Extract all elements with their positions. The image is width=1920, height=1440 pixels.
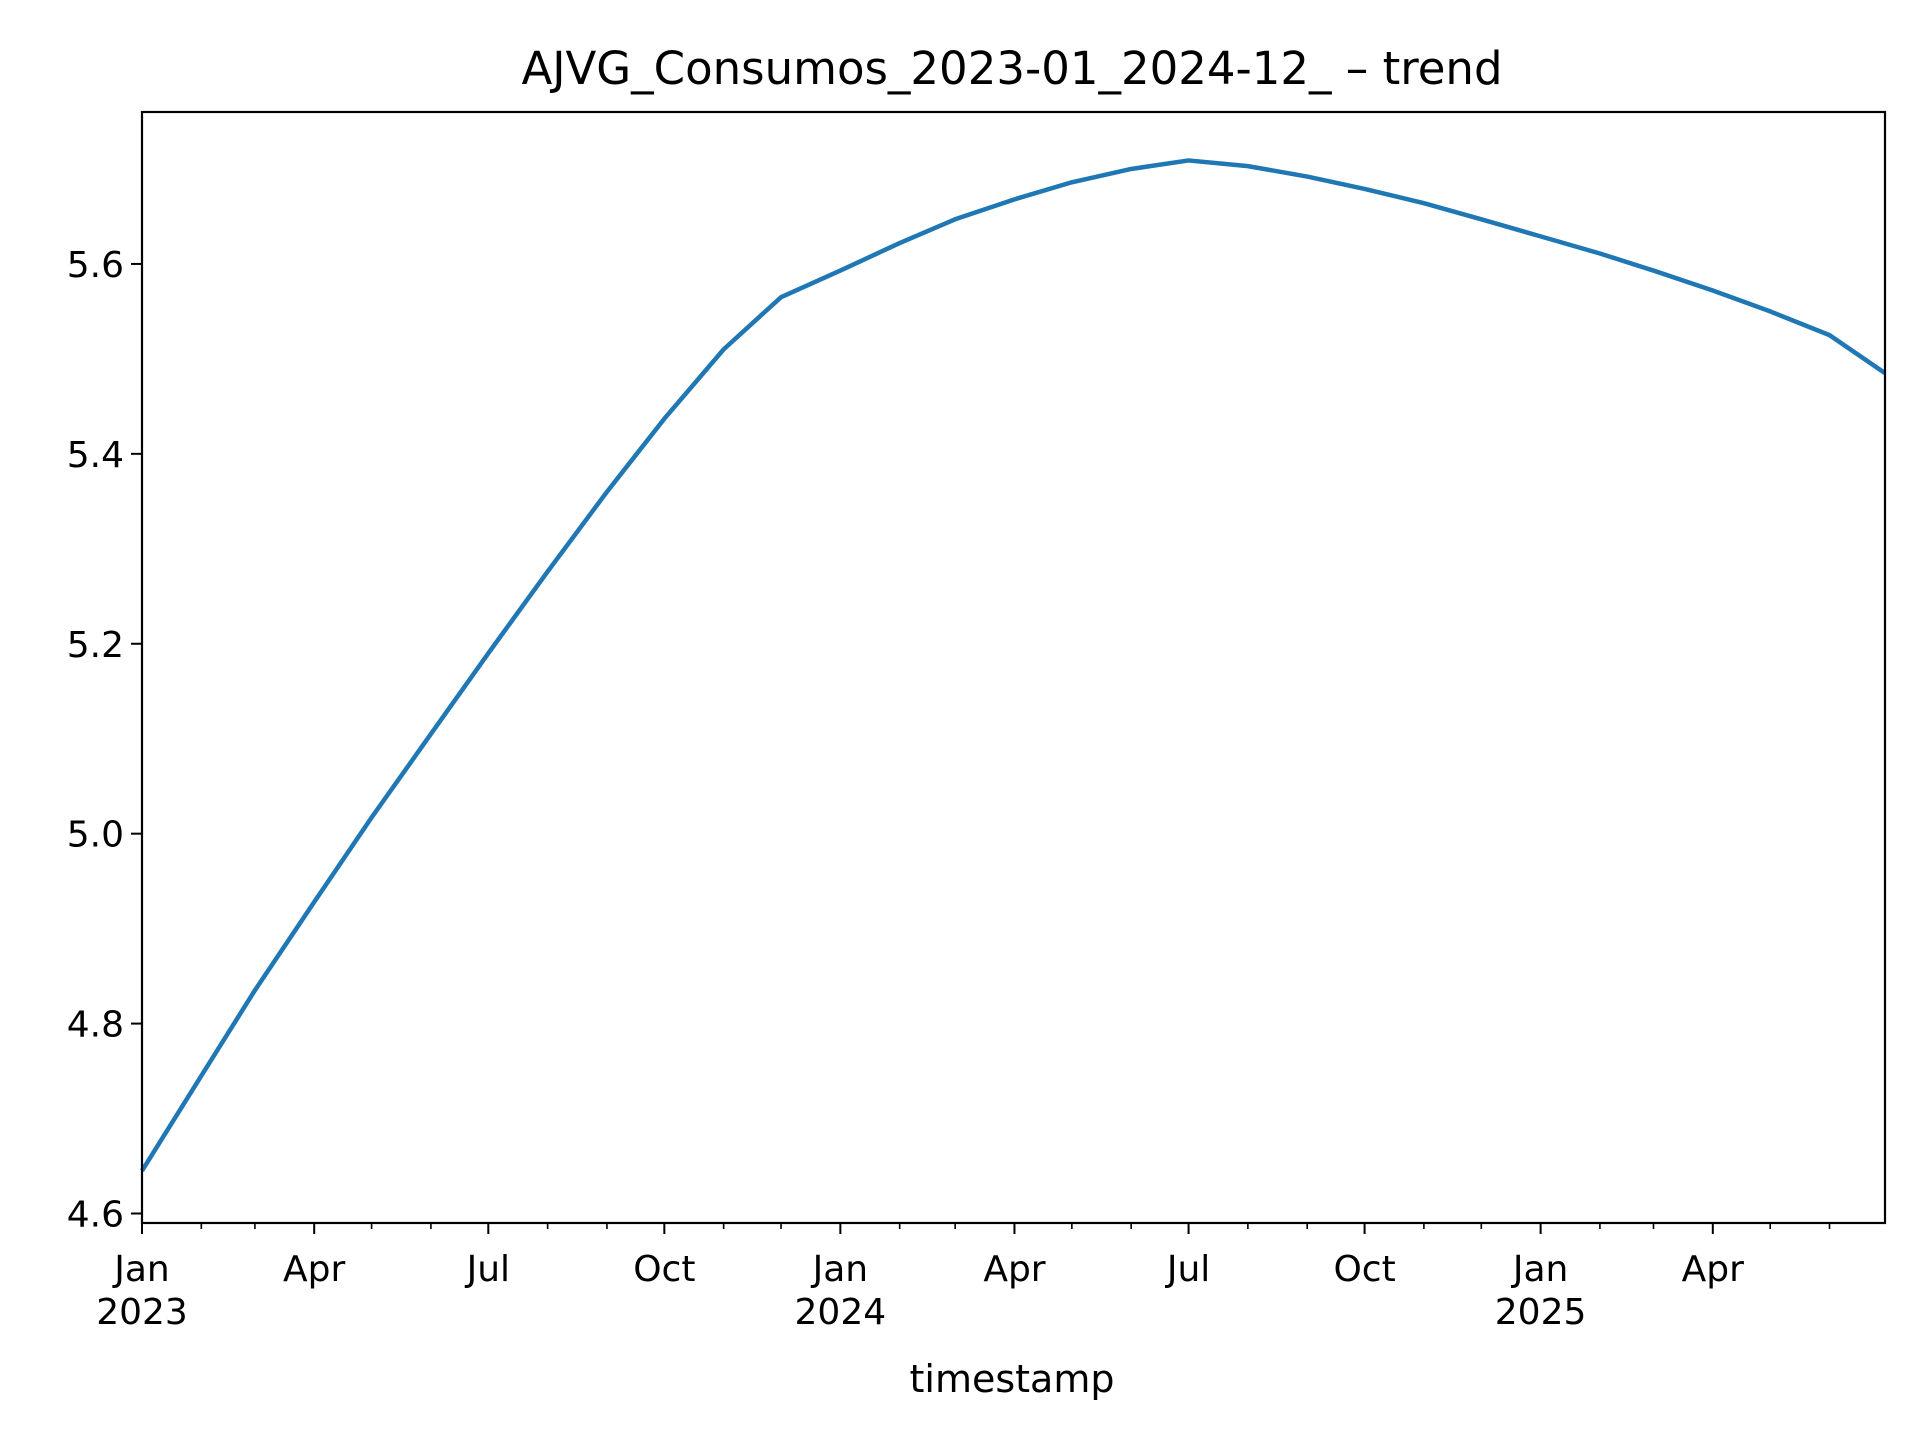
x-tick-year-label: 2023 (96, 1292, 188, 1333)
x-tick-year-label: 2024 (795, 1292, 887, 1333)
x-tick-label: Jan (1511, 1249, 1569, 1290)
x-tick-year-label: 2025 (1495, 1292, 1587, 1333)
y-tick-label: 5.2 (67, 625, 124, 666)
y-tick-label: 4.8 (67, 1005, 124, 1046)
x-tick-label: Jan (811, 1249, 869, 1290)
y-tick-label: 4.6 (67, 1195, 124, 1236)
x-tick-label: Jul (1165, 1249, 1210, 1290)
y-tick-label: 5.0 (67, 815, 124, 856)
x-tick-label: Jul (465, 1249, 510, 1290)
x-tick-label: Apr (983, 1249, 1045, 1290)
plot-area (140, 158, 1887, 1172)
x-axis-title: timestamp (910, 1357, 1115, 1401)
x-tick-label: Apr (283, 1249, 345, 1290)
x-tick-label: Oct (1333, 1249, 1395, 1290)
x-tick-label: Apr (1682, 1249, 1744, 1290)
series-line-0 (140, 158, 1887, 1172)
x-tick-label: Jan (112, 1249, 170, 1290)
x-tick-label: Oct (633, 1249, 695, 1290)
chart-title: AJVG_Consumos_2023-01_2024-12_ – trend (521, 42, 1502, 95)
y-tick-label: 5.4 (67, 435, 124, 476)
y-tick-label: 5.6 (67, 245, 124, 286)
